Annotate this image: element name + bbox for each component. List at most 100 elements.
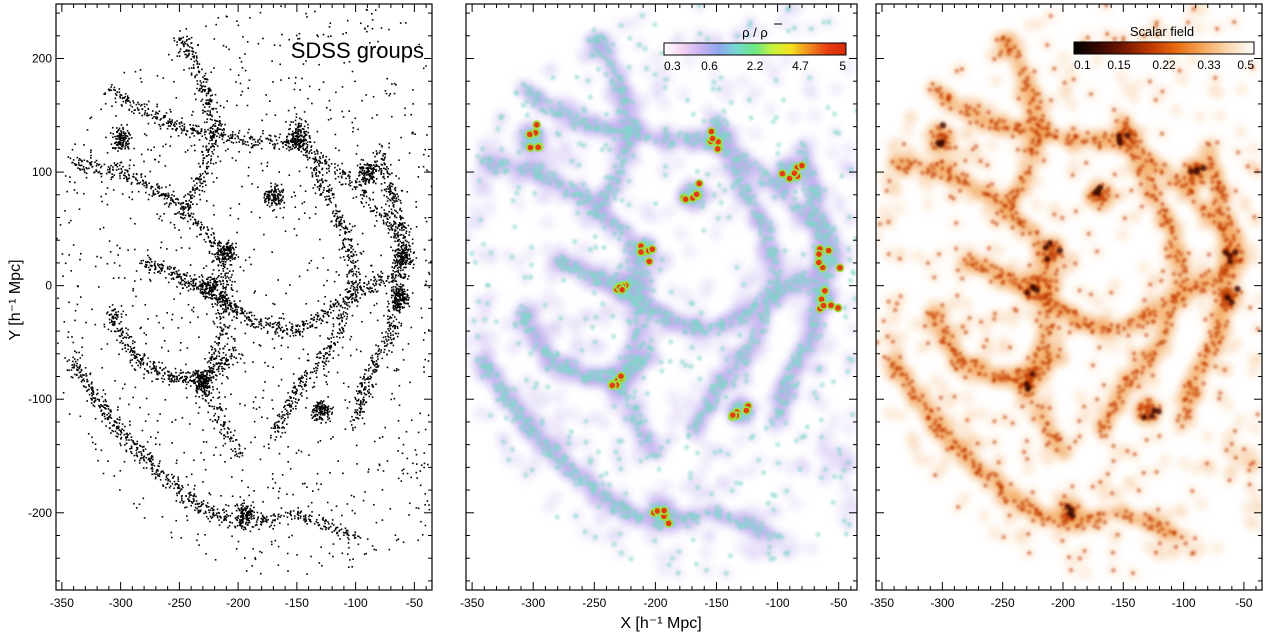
- group-point: [180, 278, 183, 280]
- group-point: [158, 187, 161, 190]
- group-point: [351, 188, 354, 191]
- group-point: [170, 278, 173, 280]
- group-point: [216, 253, 219, 256]
- group-point: [230, 264, 233, 266]
- group-point: [212, 134, 214, 137]
- group-point: [409, 250, 412, 253]
- group-point: [148, 453, 150, 455]
- group-point: [137, 108, 139, 111]
- group-point: [193, 129, 196, 132]
- group-point: [142, 357, 144, 359]
- group-point: [198, 387, 201, 390]
- group-point: [219, 291, 222, 293]
- group-point: [146, 112, 148, 115]
- group-point: [133, 350, 136, 353]
- group-point: [69, 157, 72, 160]
- group-point: [110, 178, 112, 181]
- group-point: [204, 379, 207, 381]
- group-point: [202, 295, 205, 298]
- group-point: [213, 358, 216, 360]
- group-point: [387, 218, 389, 220]
- group-point: [213, 294, 216, 296]
- group-point: [211, 145, 213, 147]
- group-point: [241, 311, 243, 314]
- group-point: [341, 216, 343, 219]
- group-point: [204, 78, 207, 81]
- group-point: [391, 266, 393, 268]
- group-point: [331, 519, 334, 521]
- group-point: [196, 372, 198, 374]
- group-point: [146, 453, 149, 456]
- group-point: [321, 401, 324, 403]
- group-point: [288, 149, 290, 152]
- group-point: [321, 320, 324, 322]
- group-point: [186, 376, 188, 379]
- group-point: [320, 193, 322, 195]
- group-point: [316, 405, 319, 407]
- group-point: [86, 167, 88, 170]
- group-point: [119, 329, 121, 332]
- group-point: [123, 132, 125, 134]
- group-point: [199, 181, 201, 183]
- group-point: [170, 266, 173, 269]
- group-point: [203, 131, 206, 133]
- group-point: [197, 133, 200, 135]
- group-point: [396, 267, 399, 269]
- group-point: [375, 352, 378, 355]
- group-point: [368, 290, 371, 293]
- group-point: [175, 213, 177, 215]
- group-point: [378, 275, 380, 278]
- group-point: [153, 473, 156, 475]
- group-point: [341, 326, 343, 329]
- group-point: [143, 353, 146, 355]
- group-point: [401, 245, 403, 247]
- group-point: [321, 181, 324, 184]
- group-point: [232, 270, 234, 272]
- group-point: [363, 382, 366, 384]
- group-point: [394, 186, 397, 189]
- group-point: [394, 240, 396, 243]
- group-point: [184, 506, 186, 509]
- group-point: [361, 289, 364, 292]
- group-point: [211, 367, 213, 370]
- group-point: [107, 408, 110, 410]
- group-point: [346, 282, 349, 284]
- group-point: [305, 121, 307, 123]
- group-point: [104, 399, 107, 401]
- group-point: [218, 519, 220, 521]
- group-point: [277, 513, 280, 516]
- group-point: [195, 389, 197, 392]
- group-point: [116, 141, 118, 144]
- group-point: [288, 146, 291, 149]
- group-point: [171, 128, 174, 130]
- group-point: [207, 165, 210, 168]
- group-point: [304, 132, 306, 135]
- group-point: [380, 349, 382, 351]
- group-point: [213, 427, 216, 430]
- group-point: [196, 502, 199, 505]
- group-point: [235, 242, 237, 245]
- group-point: [289, 124, 291, 126]
- group-point: [396, 307, 399, 309]
- group-point: [364, 292, 366, 295]
- group-point: [346, 315, 349, 318]
- group-point: [374, 278, 377, 281]
- group-point: [202, 89, 204, 91]
- group-point: [213, 142, 215, 145]
- group-point: [282, 416, 284, 419]
- group-point: [217, 302, 219, 304]
- group-point: [355, 261, 357, 263]
- group-point: [399, 261, 401, 263]
- group-point: [148, 256, 151, 259]
- group-point: [326, 357, 329, 359]
- group-point: [178, 281, 180, 284]
- group-point: [112, 317, 115, 320]
- group-point: [126, 100, 129, 102]
- group-point: [392, 196, 394, 198]
- group-point: [354, 531, 357, 533]
- group-point: [244, 310, 246, 312]
- group-point: [225, 332, 227, 335]
- group-point: [144, 448, 147, 450]
- group-point: [289, 406, 291, 408]
- group-point: [320, 422, 322, 424]
